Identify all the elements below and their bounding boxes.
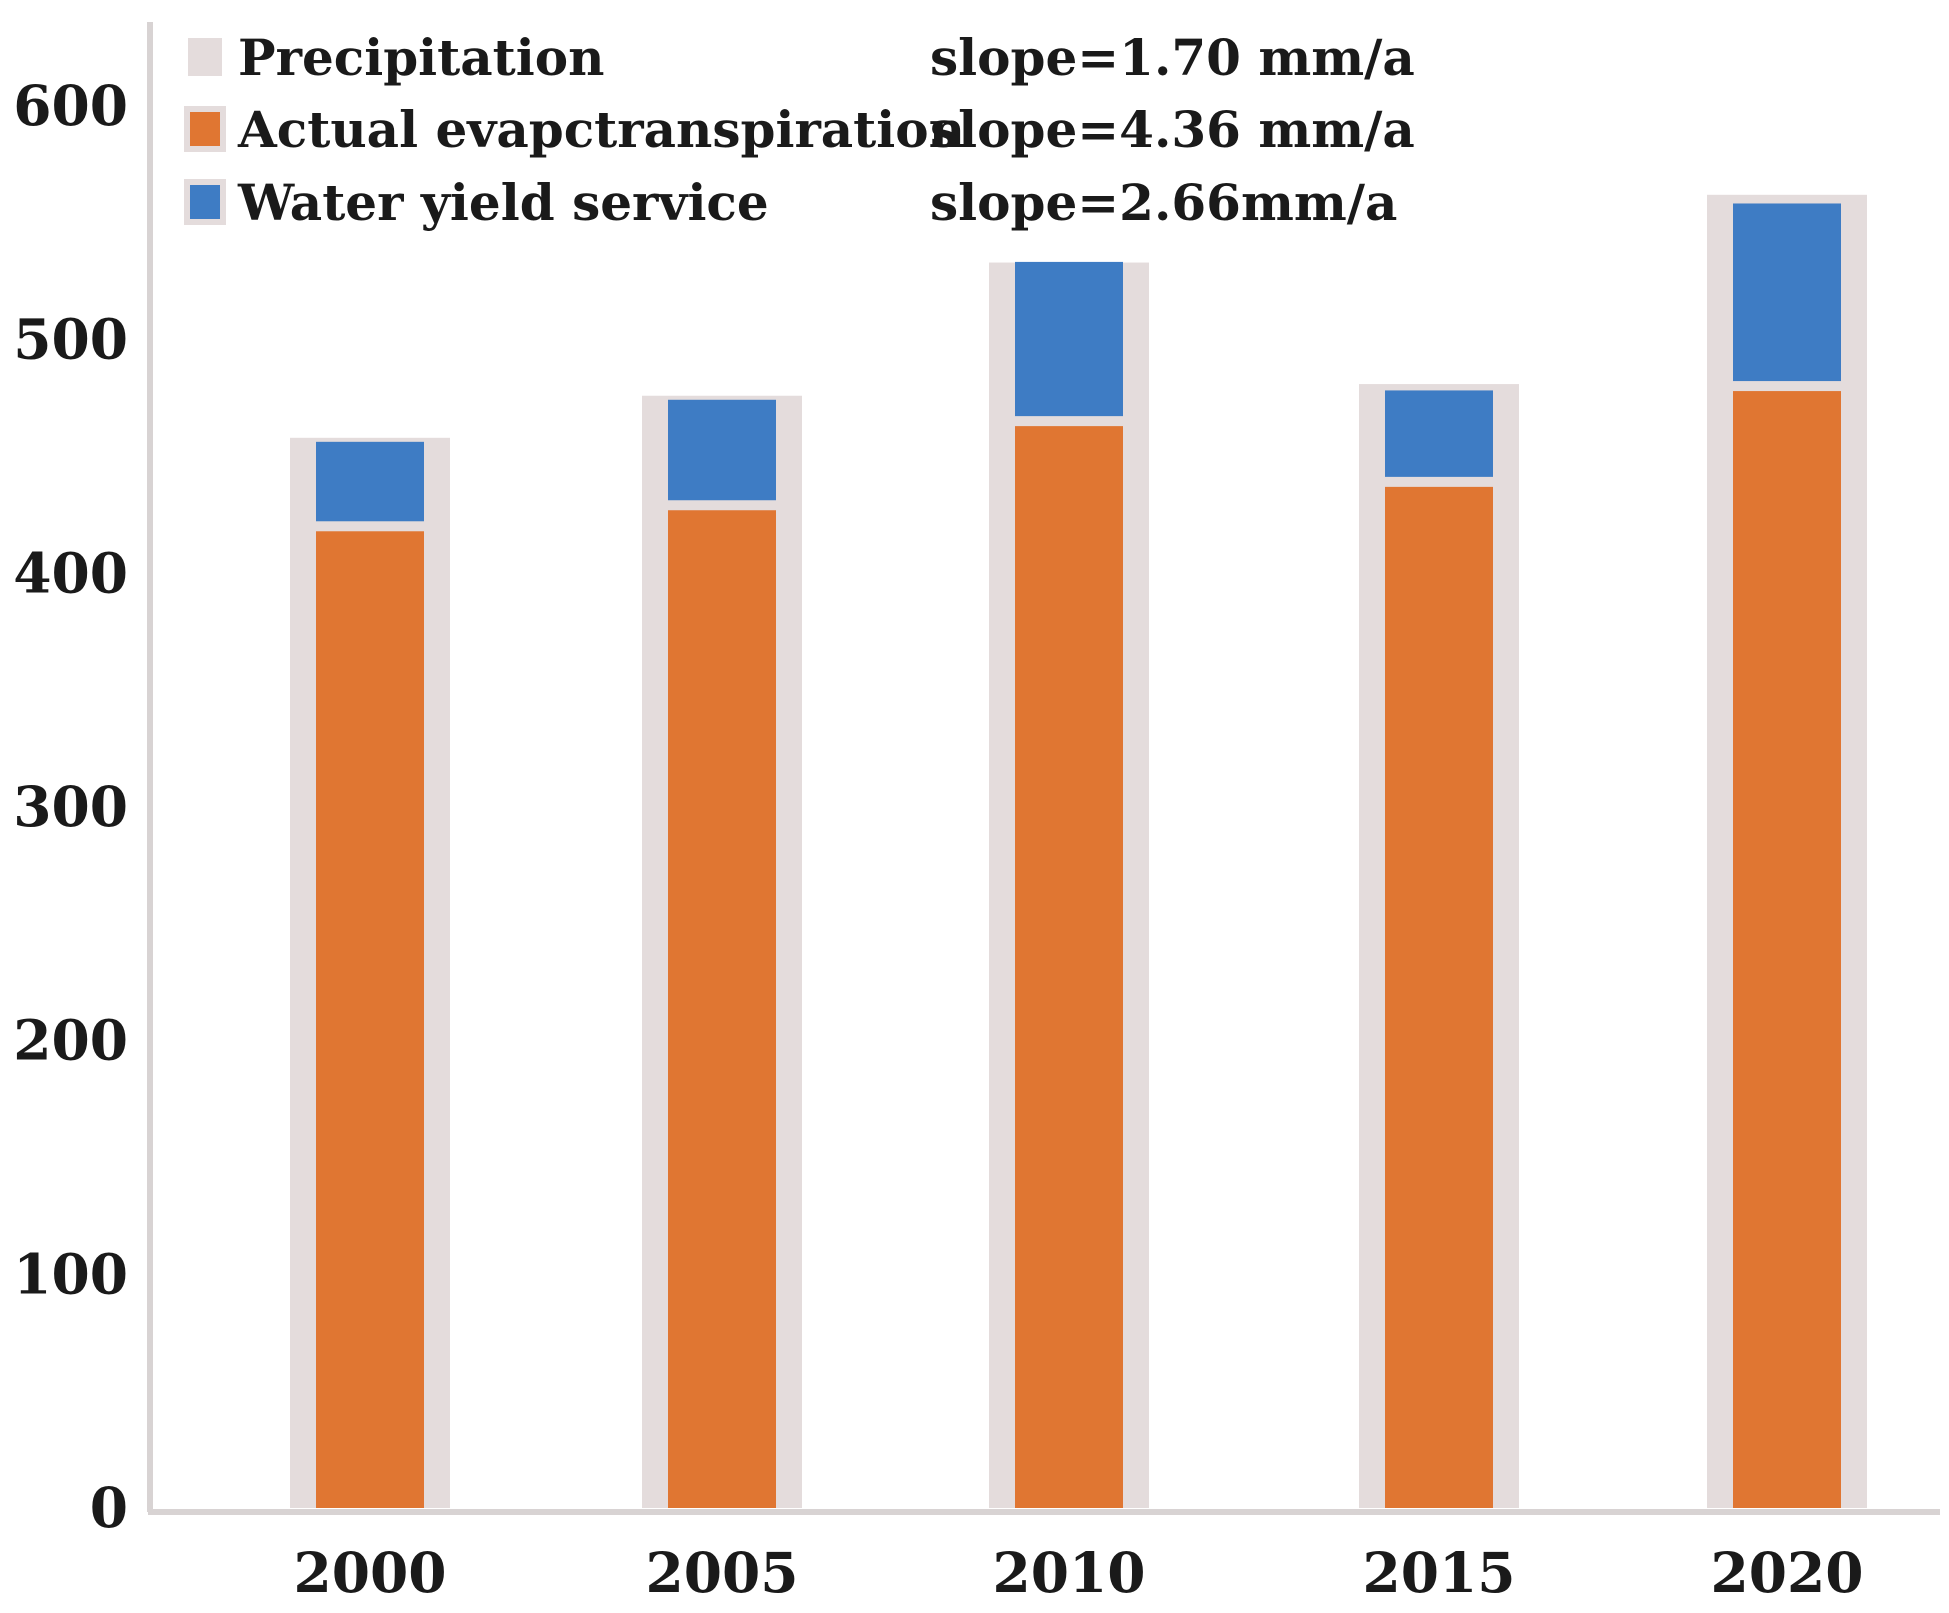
- y-tick-label-400: 400: [13, 540, 128, 605]
- bar-water-yield-service-2020: [1733, 203, 1841, 382]
- y-tick-label-0: 0: [90, 1475, 128, 1540]
- bar-actual-evapotranspiration-2005: [668, 510, 776, 1508]
- bar-actual-evapotranspiration-2000: [316, 531, 424, 1508]
- legend-label-0: Precipitation: [238, 28, 604, 87]
- slope-annotation-1: slope=4.36 mm/a: [930, 100, 1415, 159]
- x-tick-label-2000: 2000: [293, 1540, 446, 1605]
- bars-layer: [290, 194, 1867, 1509]
- y-tick-label-300: 300: [13, 774, 128, 839]
- bar-water-yield-service-2005: [668, 399, 776, 501]
- y-tick-labels: 0 100 200 300 400 500 600: [13, 73, 128, 1540]
- legend-swatch-actual-evapotranspiration: [190, 112, 220, 146]
- y-tick-label-100: 100: [13, 1241, 128, 1306]
- x-tick-label-2005: 2005: [645, 1540, 798, 1605]
- x-tick-label-2020: 2020: [1710, 1540, 1863, 1605]
- slope-annotations: slope=1.70 mm/a slope=4.36 mm/a slope=2.66…: [930, 28, 1415, 232]
- x-tick-labels: 2000 2005 2010 2015 2020: [293, 1540, 1863, 1605]
- y-tick-label-500: 500: [13, 307, 128, 372]
- legend-label-2: Water yield service: [237, 173, 769, 232]
- legend: Precipitation Actual evapctranspiration Wa…: [184, 28, 965, 232]
- x-tick-label-2015: 2015: [1362, 1540, 1515, 1605]
- legend-label-1: Actual evapctranspiration: [237, 100, 965, 159]
- legend-swatch-water-yield-service: [190, 185, 220, 219]
- bar-actual-evapotranspiration-2020: [1733, 391, 1841, 1508]
- slope-annotation-2: slope=2.66mm/a: [930, 173, 1397, 232]
- y-tick-label-600: 600: [13, 73, 128, 138]
- legend-swatch-precipitation: [188, 38, 222, 76]
- bar-water-yield-service-2000: [316, 441, 424, 522]
- x-tick-label-2010: 2010: [992, 1540, 1145, 1605]
- bar-actual-evapotranspiration-2010: [1015, 426, 1123, 1509]
- bar-actual-evapotranspiration-2015: [1385, 486, 1493, 1508]
- bar-water-yield-service-2015: [1385, 390, 1493, 477]
- bar-water-yield-service-2010: [1015, 261, 1123, 417]
- y-tick-label-200: 200: [13, 1008, 128, 1073]
- slope-annotation-0: slope=1.70 mm/a: [930, 28, 1415, 87]
